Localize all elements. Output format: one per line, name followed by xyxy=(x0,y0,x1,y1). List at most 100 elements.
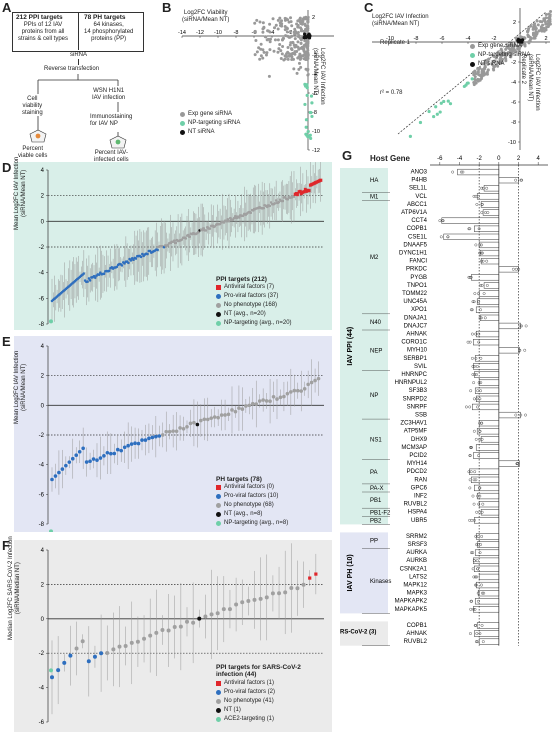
data-point xyxy=(499,47,503,51)
replicate-point xyxy=(472,300,476,304)
replicate-point xyxy=(468,340,472,344)
y-tick-label: -6 xyxy=(39,492,45,498)
data-point xyxy=(299,41,303,45)
replicate-point xyxy=(461,170,465,174)
legend-label: ACE2-targeting (1) xyxy=(224,715,275,722)
replicate-point xyxy=(465,405,468,409)
data-point xyxy=(299,389,304,393)
data-point xyxy=(205,417,210,422)
replicate-point xyxy=(473,373,477,376)
replicate-point xyxy=(481,640,485,644)
gene-label: PDCD2 xyxy=(407,469,428,475)
np-point xyxy=(438,110,442,114)
bar xyxy=(473,606,500,613)
data-point xyxy=(254,402,259,406)
replicate-point xyxy=(478,243,482,247)
replicate-point xyxy=(480,284,484,287)
data-point xyxy=(88,279,92,282)
data-point xyxy=(247,403,252,408)
data-point xyxy=(126,443,130,448)
wsn-label: WSN H1N1 IAV infection xyxy=(92,88,126,101)
replicate-point xyxy=(475,510,479,514)
data-point xyxy=(526,30,530,34)
replicate-point xyxy=(485,259,489,263)
data-point xyxy=(509,41,513,45)
replicate-point xyxy=(478,494,482,498)
gene-label: SSB xyxy=(415,413,427,419)
data-point xyxy=(230,408,234,412)
bar xyxy=(498,460,520,467)
legend-dot-nophen xyxy=(216,303,221,309)
host-gene-header: Host Gene xyxy=(370,154,411,163)
gene-label: GPC6 xyxy=(411,485,428,491)
data-point xyxy=(99,651,104,656)
y-tick-label: -4 xyxy=(511,80,516,86)
data-point xyxy=(290,24,294,28)
data-point xyxy=(115,265,119,269)
data-point xyxy=(202,417,207,422)
replicate-point xyxy=(475,365,479,368)
data-point xyxy=(304,51,308,55)
replicate-point xyxy=(477,599,480,603)
np-point xyxy=(304,125,308,129)
data-point xyxy=(123,643,128,648)
ph-title: 78 PH targets xyxy=(84,14,126,21)
legend-dot-nt xyxy=(180,130,185,135)
data-point xyxy=(527,40,531,44)
data-point xyxy=(136,441,141,446)
data-point xyxy=(204,229,208,232)
data-point xyxy=(274,23,278,27)
data-point xyxy=(115,447,120,452)
gene-label: ANO3 xyxy=(411,170,428,176)
y-tick-label: 4 xyxy=(41,344,45,350)
nt-point xyxy=(307,36,312,40)
replicate-point xyxy=(471,332,474,336)
data-point xyxy=(53,474,58,478)
replicate-point xyxy=(468,478,472,482)
gene-label: ZC3HAV1 xyxy=(400,421,427,427)
legend-dot-nt xyxy=(470,62,475,67)
np-point xyxy=(306,129,310,134)
panel-d-legend: PPI targets (212) Antiviral factors (7) … xyxy=(216,276,292,328)
replicate-point xyxy=(469,389,473,393)
bar xyxy=(482,209,500,216)
data-point xyxy=(316,376,321,381)
legend-dot-proviral xyxy=(216,494,221,500)
data-point xyxy=(539,27,543,31)
gene-label: INF2 xyxy=(414,494,428,500)
replicate-point xyxy=(480,510,484,514)
gene-label: SEL1L xyxy=(409,186,428,192)
replicate-point xyxy=(485,284,489,287)
np-point xyxy=(304,84,308,88)
gene-label: DYNC1H1 xyxy=(399,251,428,257)
replicate-point xyxy=(477,292,480,295)
data-point xyxy=(542,18,546,22)
replicate-point xyxy=(469,275,473,279)
replicate-point xyxy=(469,308,473,312)
data-point xyxy=(132,258,135,262)
gene-label: SF3B3 xyxy=(409,388,428,394)
np-point xyxy=(304,118,309,122)
y-tick-label: 4 xyxy=(513,4,516,6)
data-point xyxy=(172,239,176,242)
x-tick-label: -2 xyxy=(288,30,293,36)
data-point xyxy=(302,57,306,61)
np-point xyxy=(49,668,53,673)
replicate-point xyxy=(483,316,487,320)
data-point xyxy=(523,36,527,40)
replicate-point xyxy=(476,543,480,546)
replicate-point xyxy=(475,640,478,644)
bar xyxy=(476,298,500,305)
replicate-point xyxy=(471,373,475,376)
data-point xyxy=(480,70,484,74)
gene-label: VCL xyxy=(415,194,427,200)
data-point xyxy=(264,399,269,403)
y-tick-label: -4 xyxy=(312,72,317,78)
y-tick-label: 2 xyxy=(41,374,45,380)
data-point xyxy=(484,72,488,76)
replicate-point xyxy=(468,405,472,409)
replicate-point xyxy=(469,607,473,611)
data-point xyxy=(278,42,282,46)
legend-label: No phenotype (41) xyxy=(224,697,274,704)
data-point xyxy=(276,38,280,42)
